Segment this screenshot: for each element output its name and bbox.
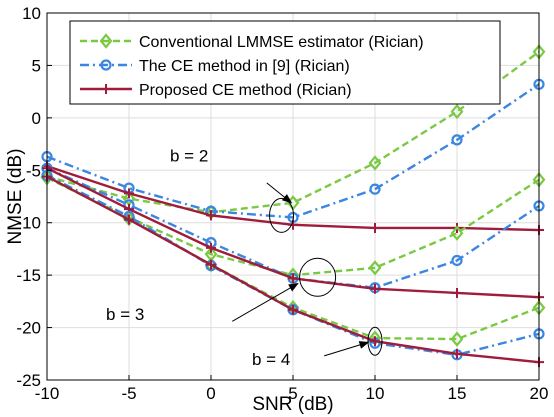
annotation-label: b = 3 [106, 305, 144, 324]
data-point [206, 259, 216, 270]
series-layer [40, 44, 546, 368]
data-point [450, 331, 464, 347]
data-point [368, 155, 382, 171]
x-tick-label: 10 [366, 384, 385, 403]
x-tick-label: 5 [288, 384, 297, 403]
data-point [288, 273, 298, 284]
data-point [369, 183, 381, 195]
data-point [370, 283, 380, 294]
data-point [370, 336, 380, 347]
y-tick-label: -25 [16, 371, 41, 390]
x-axis-title: SNR (dB) [252, 394, 333, 415]
legend-swatch-marker [100, 59, 112, 71]
data-point [368, 260, 382, 276]
legend-label: Proposed CE method (Rician) [139, 82, 352, 99]
y-tick-label: 5 [32, 56, 41, 75]
x-tick-label: 20 [530, 384, 549, 403]
legend-label: The CE method in [9] (Rician) [139, 58, 350, 75]
y-tick-label: -10 [16, 214, 41, 233]
legend: Conventional LMMSE estimator (Rician) The… [69, 20, 501, 105]
annotations: b = 2 b = 3 b = 4 [106, 147, 383, 369]
data-point [451, 134, 463, 146]
x-tick-label: 0 [206, 384, 215, 403]
data-point [206, 242, 216, 253]
y-axis-title: NMSE (dB) [5, 148, 26, 244]
data-point [124, 188, 134, 199]
y-tick-label: -15 [16, 266, 41, 285]
ticks: -10 -5 0 5 10 15 20 10 5 0 -5 -10 -15 -20 -25 [16, 4, 548, 403]
data-point [452, 287, 462, 298]
y-tick-label: -5 [26, 161, 41, 180]
highlight-ellipse [299, 257, 337, 297]
x-tick-label: -5 [121, 384, 136, 403]
highlight-ellipse [269, 197, 295, 233]
annotation-arrow [266, 182, 293, 204]
data-point [370, 222, 380, 233]
x-tick-label: -10 [35, 384, 60, 403]
legend-label: Conventional LMMSE estimator (Rician) [139, 34, 424, 51]
data-point [450, 225, 464, 241]
data-point [451, 254, 463, 267]
legend-swatch-marker [101, 84, 111, 94]
annotation-label: b = 2 [170, 147, 208, 166]
legend-swatch-marker [99, 33, 113, 49]
annotation-label: b = 4 [252, 350, 290, 369]
data-point [124, 214, 134, 225]
data-point [206, 210, 216, 221]
y-tick-label: 0 [32, 109, 41, 128]
legend-box [69, 20, 501, 105]
annotation-arrow [324, 341, 370, 357]
data-point [450, 103, 464, 120]
data-point [288, 304, 298, 315]
data-point [452, 348, 462, 359]
annotation-arrow [232, 283, 299, 322]
y-tick-label: 10 [22, 4, 41, 23]
y-tick-label: -20 [16, 319, 41, 338]
x-tick-label: 15 [448, 384, 467, 403]
